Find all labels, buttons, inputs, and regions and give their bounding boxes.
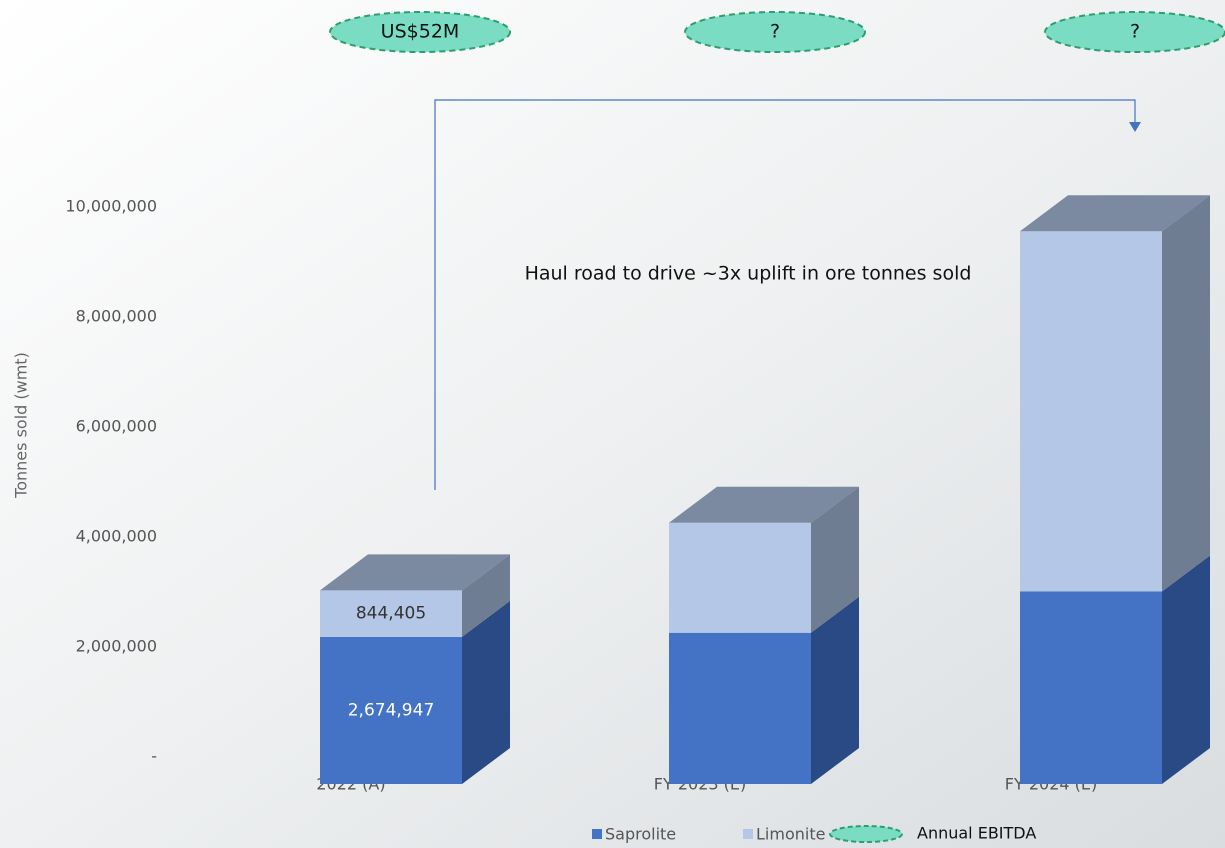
y-tick-label: 4,000,000	[76, 527, 157, 546]
bar	[669, 523, 811, 633]
bar	[1020, 231, 1162, 591]
y-tick-label: 6,000,000	[76, 417, 157, 436]
legend-label: Saprolite	[605, 825, 676, 844]
annotation: Haul road to drive ~3x uplift in ore ton…	[525, 263, 972, 285]
data-label: 2,674,947	[348, 700, 435, 720]
legend-ebitda-label: Annual EBITDA	[917, 824, 1036, 843]
chart: Tonnes sold (wmt) Haul road to drive ~3x…	[0, 0, 1225, 848]
bar	[1020, 592, 1162, 785]
y-axis-label: Tonnes sold (wmt)	[12, 352, 31, 499]
legend-swatch	[592, 829, 602, 839]
y-tick-label: 8,000,000	[76, 307, 157, 326]
legend-label: Limonite	[756, 825, 825, 844]
legend-swatch	[743, 829, 753, 839]
ebitda-label: ?	[770, 21, 780, 43]
y-tick-label: 2,000,000	[76, 637, 157, 656]
data-label: 844,405	[356, 604, 426, 624]
y-tick-label: 10,000,000	[65, 197, 157, 216]
y-tick-label: -	[151, 747, 157, 766]
bar	[669, 633, 811, 784]
legend-ebitda-swatch	[830, 826, 902, 842]
bar-side	[1162, 556, 1210, 785]
ebitda-label: US$52M	[381, 21, 460, 43]
bar-side	[1162, 195, 1210, 591]
ebitda-label: ?	[1130, 21, 1140, 43]
